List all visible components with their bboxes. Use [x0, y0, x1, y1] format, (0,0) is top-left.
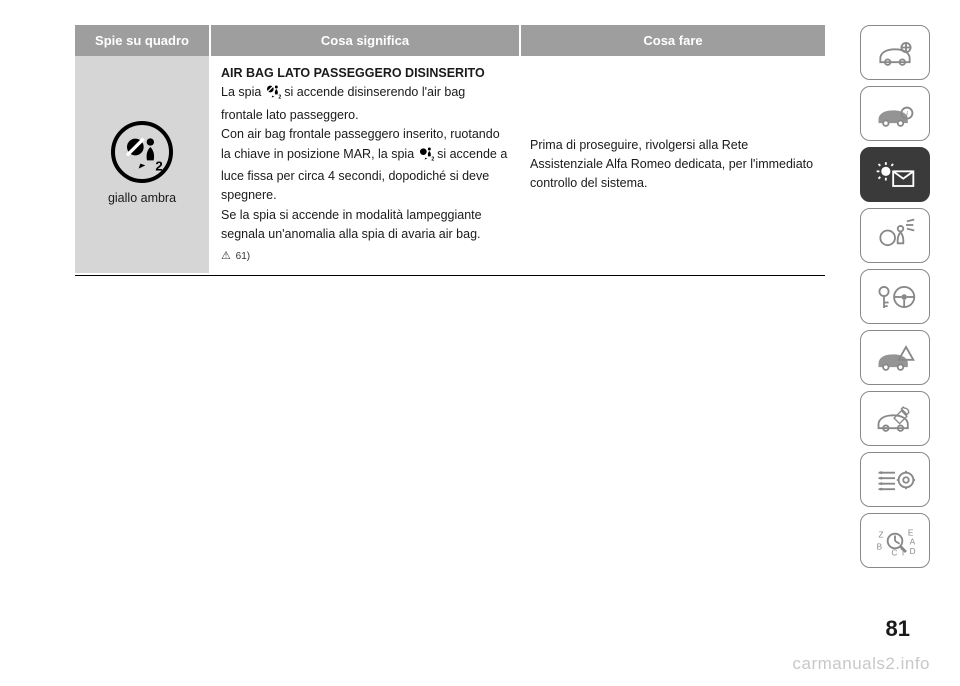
col-header-1: Spie su quadro [75, 25, 210, 56]
section-car-overview[interactable] [860, 25, 930, 80]
section-index[interactable]: ZEBADCT [860, 513, 930, 568]
page-number: 81 [886, 616, 910, 642]
svg-text:D: D [910, 546, 916, 555]
body-1a: La spia [221, 85, 265, 99]
note-number: 61) [236, 251, 250, 262]
action-text: Prima di proseguire, rivolgersi alla Ret… [530, 138, 813, 191]
warning-triangle-icon: ⚠ [221, 250, 231, 262]
body-3: Se la spia si accende in modalità lampeg… [221, 208, 482, 241]
watermark-text: carmanuals2.info [793, 654, 930, 674]
col-header-3: Cosa fare [520, 25, 825, 56]
airbag-off-inline-icon [265, 83, 281, 105]
svg-text:A: A [910, 537, 916, 546]
section-settings[interactable] [860, 452, 930, 507]
svg-text:Z: Z [879, 530, 884, 539]
svg-text:E: E [908, 528, 914, 537]
row-title: AIR BAG LATO PASSEGGERO DISINSERITO [221, 66, 485, 80]
passenger-airbag-off-icon [111, 121, 173, 183]
note-reference: ⚠ 61) [221, 248, 510, 265]
table-bottom-rule [75, 275, 825, 276]
section-maintenance[interactable] [860, 391, 930, 446]
section-car-info[interactable]: i [860, 86, 930, 141]
svg-text:B: B [877, 542, 883, 551]
section-keys-steering[interactable] [860, 269, 930, 324]
svg-text:C: C [891, 548, 897, 557]
warning-icon-cell: giallo ambra [75, 56, 210, 273]
action-cell: Prima di proseguire, rivolgersi alla Ret… [520, 56, 825, 273]
section-airbag[interactable] [860, 208, 930, 263]
airbag-on-inline-icon [418, 145, 434, 167]
section-tabs-sidebar: i ZEBADCT [860, 25, 930, 568]
icon-color-label: giallo ambra [85, 189, 199, 208]
warning-lights-table: Spie su quadro Cosa significa Cosa fare … [75, 25, 825, 273]
section-warning-lights[interactable] [860, 147, 930, 202]
section-hazard[interactable] [860, 330, 930, 385]
manual-page: Spie su quadro Cosa significa Cosa fare … [75, 25, 825, 276]
meaning-cell: AIR BAG LATO PASSEGGERO DISINSERITO La s… [210, 56, 520, 273]
table-row: giallo ambra AIR BAG LATO PASSEGGERO DIS… [75, 56, 825, 273]
col-header-2: Cosa significa [210, 25, 520, 56]
